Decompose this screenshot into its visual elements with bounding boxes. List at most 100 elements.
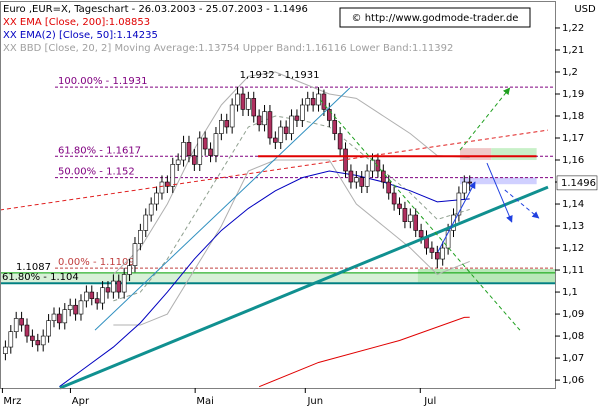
trendline: [0, 129, 549, 211]
trendline: [486, 162, 513, 223]
candle-body: [78, 300, 84, 315]
candle-body: [391, 192, 397, 205]
candle-body: [343, 148, 348, 172]
candle-body: [51, 313, 57, 321]
candle-body: [381, 170, 386, 183]
x-tick-label: Mrz: [3, 396, 21, 407]
y-tick-label: 1,09: [562, 309, 584, 320]
candle-body: [240, 93, 246, 110]
candle-body: [8, 331, 14, 348]
candle-body: [19, 318, 24, 326]
trendline: [437, 181, 476, 253]
candle-body: [445, 230, 451, 249]
y-axis-label: USD: [574, 4, 596, 15]
trendline: [94, 87, 351, 331]
candle-body: [467, 181, 472, 184]
candle-body: [219, 120, 224, 134]
indicator-line: [113, 71, 470, 275]
indicator-label: XX EMA [Close, 200]:1.08853: [3, 17, 150, 28]
support-label: 61.80% - 1.104: [2, 272, 79, 283]
plot-frame: [0, 1, 556, 389]
candle-body: [435, 252, 440, 260]
candle-body: [73, 304, 78, 315]
candle-body: [278, 126, 284, 143]
candle-body: [181, 142, 186, 161]
indicator-label: XX EMA(2) [Close, 50]:1.14235: [3, 30, 158, 41]
candle-body: [208, 148, 213, 156]
candle-body: [256, 115, 262, 126]
candle-body: [197, 137, 203, 165]
copyright-box: [339, 7, 531, 28]
candle-body: [24, 324, 30, 337]
candle-body: [418, 230, 424, 238]
copyright: © http://www.godmode-trader.de: [352, 13, 519, 24]
candle-body: [192, 155, 197, 165]
candle-body: [267, 111, 273, 139]
x-tick-label: Jul: [423, 396, 436, 407]
candle-body: [165, 181, 170, 187]
candle-body: [251, 98, 257, 117]
trendline: [319, 99, 521, 331]
candle-body: [154, 192, 159, 205]
candle-body: [397, 203, 402, 209]
fib-label: 100.00% - 1.1931: [58, 76, 147, 87]
candle-body: [84, 291, 89, 302]
candle-body: [62, 309, 68, 324]
y-tick-label: 1,22: [562, 23, 584, 34]
candle-body: [170, 164, 176, 187]
candle-body: [202, 137, 208, 150]
candle-body: [224, 120, 230, 128]
trendline: [59, 185, 549, 390]
candle-body: [359, 177, 365, 187]
candle-body: [386, 181, 392, 194]
trendline: [504, 189, 540, 219]
candle-body: [159, 181, 165, 194]
candle-body: [332, 120, 338, 134]
x-tick-label: Jun: [306, 396, 323, 407]
indicator-line: [258, 316, 470, 388]
candle-body: [262, 111, 267, 126]
chart-title: Euro ,EUR=X, Tageschart - 26.03.2003 - 2…: [3, 4, 308, 15]
y-tick-label: 1,13: [562, 221, 584, 232]
candle-body: [13, 318, 19, 332]
candle-body: [408, 214, 413, 222]
candle-body: [321, 93, 327, 110]
trendline: [459, 87, 511, 151]
candle-body: [289, 115, 294, 134]
indicator-line: [59, 170, 470, 388]
candle-body: [440, 247, 446, 260]
candle-body: [456, 192, 462, 216]
candle-body: [337, 133, 343, 150]
price-tag: [556, 175, 598, 191]
candle-body: [246, 98, 251, 110]
y-tick-label: 1,21: [562, 45, 584, 56]
candle-body: [57, 313, 62, 324]
price-tag-label: 1.1496: [561, 178, 596, 189]
y-tick-label: 1,12: [562, 243, 584, 254]
x-tick-label: Mai: [196, 396, 214, 407]
y-tick-label: 1,18: [562, 111, 584, 122]
y-tick-label: 1,19: [562, 89, 584, 100]
x-tick-label: Apr: [72, 396, 90, 407]
zone: [417, 268, 555, 283]
candle-body: [413, 214, 419, 231]
candle-body: [348, 170, 354, 183]
candle-body: [89, 291, 95, 299]
y-tick-label: 1,2: [562, 67, 578, 78]
candle-body: [35, 340, 41, 346]
y-tick-label: 1,07: [562, 353, 584, 364]
candle-body: [132, 243, 138, 266]
y-tick-label: 1,17: [562, 133, 584, 144]
zone: [459, 148, 492, 161]
candle-body: [175, 159, 181, 165]
candle-body: [375, 159, 381, 172]
candle-body: [229, 104, 235, 128]
support-label: 1.1087: [16, 262, 51, 273]
candle-body: [461, 181, 467, 194]
zone: [0, 272, 555, 283]
candle-body: [429, 247, 435, 253]
y-tick-label: 1,11: [562, 265, 584, 276]
